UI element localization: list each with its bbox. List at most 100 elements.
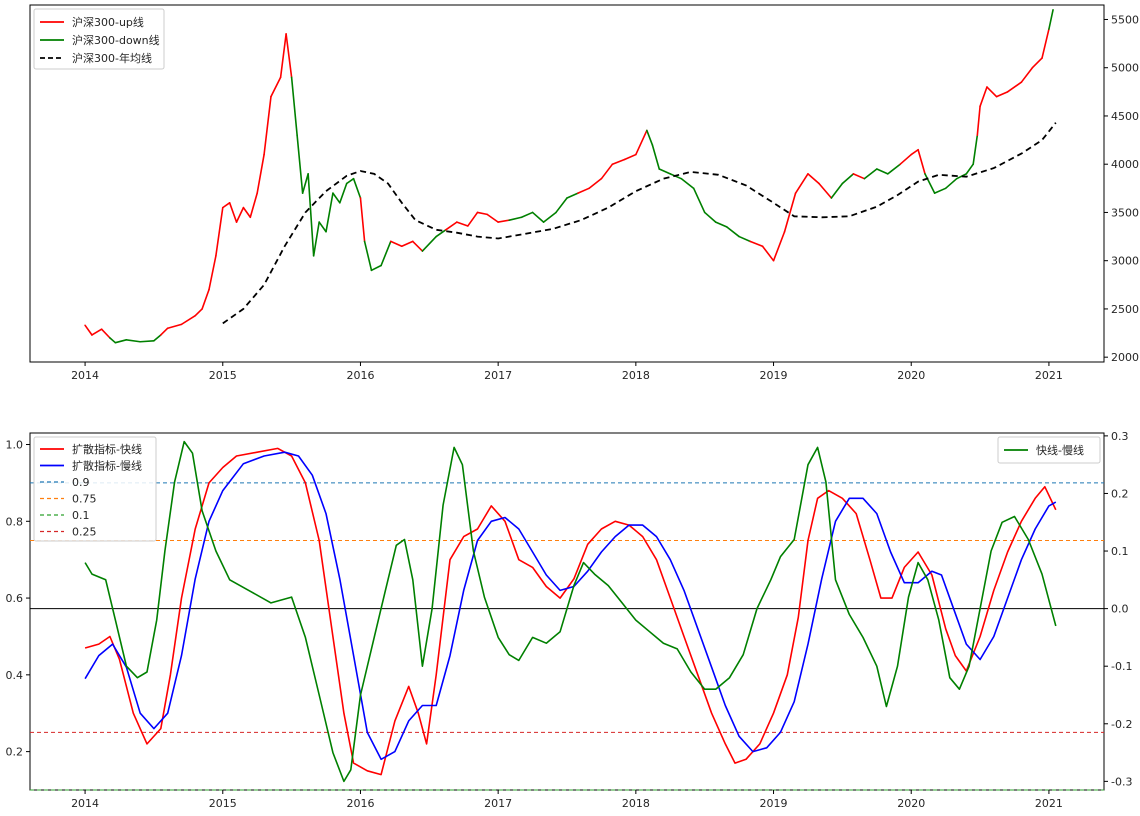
price-down-segment <box>651 144 661 170</box>
price-x-axis: 2014 2015 2016 2017 2018 2019 2020 2021 <box>71 362 1063 382</box>
price-legend-box <box>33 8 165 70</box>
price-down-segment <box>714 221 728 228</box>
price-up-segment <box>456 221 469 227</box>
price-annual-ma-line <box>222 122 1057 325</box>
price-y-tick-label: 3500 <box>1111 206 1139 219</box>
price-down-segment <box>345 177 355 185</box>
diffusion-legend-label: 扩散指标-慢线 <box>72 459 142 473</box>
price-up-segment <box>359 197 366 243</box>
slow-line <box>84 451 1057 761</box>
diffusion-x-tick-label: 2018 <box>622 797 650 810</box>
diffusion-x-tick-label: 2020 <box>897 797 925 810</box>
price-up-segment <box>467 211 479 227</box>
price-down-segment <box>296 134 304 194</box>
price-plot-frame <box>29 4 1105 363</box>
diffusion-legend-label: 0.9 <box>72 476 90 489</box>
price-down-segment <box>520 211 534 219</box>
diffusion-x-tick-label: 2017 <box>484 797 512 810</box>
price-up-segment <box>486 213 499 223</box>
price-up-segment <box>976 105 981 137</box>
price-down-segment <box>139 339 155 343</box>
price-up-segment <box>807 173 820 185</box>
price-up-segment <box>160 327 169 336</box>
price-up-segment <box>285 33 293 79</box>
price-up-segment <box>180 314 197 326</box>
price-x-tick-label: 2014 <box>71 369 99 382</box>
price-up-segment <box>600 163 614 180</box>
price-down-segment <box>531 211 545 223</box>
price-down-segment <box>153 334 162 342</box>
diffusion-left-tick-label: 0.4 <box>6 669 24 682</box>
price-x-tick-label: 2017 <box>484 369 512 382</box>
price-down-segment <box>972 134 979 166</box>
diffusion-legend-left-box <box>33 436 157 542</box>
price-down-segment <box>955 173 968 180</box>
price-up-segment <box>194 308 203 317</box>
price-down-segment <box>566 192 579 199</box>
diffusion-x-tick-label: 2015 <box>209 797 237 810</box>
diffusion-left-tick-label: 0.2 <box>6 746 24 759</box>
price-y-tick-label: 4500 <box>1111 110 1139 123</box>
price-y-tick-label: 2500 <box>1111 303 1139 316</box>
price-up-segment <box>917 148 926 175</box>
price-series <box>84 9 1057 344</box>
diffusion-right-tick-label: -0.3 <box>1111 775 1132 788</box>
price-up-segment <box>749 240 764 248</box>
price-down-segment <box>555 197 568 214</box>
price-up-segment <box>411 240 424 252</box>
price-up-segment <box>624 153 637 161</box>
price-up-segment <box>91 328 103 336</box>
price-down-segment <box>312 221 320 257</box>
price-up-segment <box>400 240 414 248</box>
diffusion-left-tick-label: 1.0 <box>6 439 24 452</box>
diffusion-right-tick-label: 0.1 <box>1111 545 1129 558</box>
price-y-tick-label: 2000 <box>1111 351 1139 364</box>
diffusion-legend-label: 0.25 <box>72 526 97 539</box>
diffusion-series <box>84 440 1057 783</box>
price-down-segment <box>352 177 362 199</box>
fast-minus-slow-line <box>84 440 1057 783</box>
price-up-segment <box>201 288 210 310</box>
diffusion-legend-label: 0.1 <box>72 509 90 522</box>
price-up-segment <box>270 76 282 98</box>
price-up-segment <box>772 230 786 262</box>
price-x-tick-label: 2015 <box>209 369 237 382</box>
price-up-segment <box>979 86 988 108</box>
price-up-segment <box>228 201 238 223</box>
price-y-tick-label: 4000 <box>1111 158 1139 171</box>
diffusion-left-tick-label: 0.6 <box>6 592 24 605</box>
price-up-segment <box>1020 66 1034 83</box>
price-down-segment <box>738 235 751 243</box>
price-up-segment <box>215 206 224 257</box>
price-down-segment <box>380 240 392 267</box>
price-down-segment <box>542 211 557 223</box>
price-down-segment <box>876 168 889 175</box>
diffusion-right-tick-label: 0.3 <box>1111 430 1129 443</box>
price-up-segment <box>783 192 797 233</box>
price-up-segment <box>611 158 626 166</box>
price-legend-label: 沪深300-down线 <box>72 33 160 47</box>
price-down-segment <box>944 177 958 190</box>
price-down-segment <box>965 163 974 175</box>
price-up-segment <box>1006 81 1023 93</box>
price-up-segment <box>577 187 590 194</box>
price-legend-label: 沪深300-up线 <box>72 15 144 29</box>
price-up-segment <box>279 33 287 79</box>
diffusion-plot-frame <box>29 432 1105 791</box>
price-x-tick-label: 2016 <box>346 369 374 382</box>
price-down-segment <box>1048 9 1054 30</box>
price-up-segment <box>263 95 272 156</box>
price-up-segment <box>221 201 231 209</box>
price-down-segment <box>863 168 878 180</box>
price-y-tick-label: 3000 <box>1111 255 1139 268</box>
price-up-segment <box>852 173 866 180</box>
price-down-segment <box>301 173 309 194</box>
price-down-segment <box>933 187 947 194</box>
price-down-segment <box>332 192 341 204</box>
price-down-segment <box>370 264 382 272</box>
price-x-tick-label: 2019 <box>760 369 788 382</box>
price-down-segment <box>318 221 327 233</box>
price-up-segment <box>445 221 458 231</box>
price-up-segment <box>389 240 403 248</box>
